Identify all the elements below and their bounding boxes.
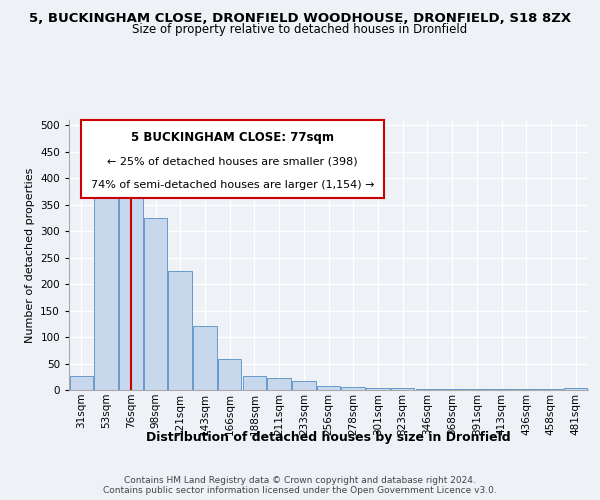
Bar <box>366 388 389 390</box>
Text: 74% of semi-detached houses are larger (1,154) →: 74% of semi-detached houses are larger (… <box>91 180 374 190</box>
Bar <box>391 388 415 390</box>
Text: Size of property relative to detached houses in Dronfield: Size of property relative to detached ho… <box>133 22 467 36</box>
Text: Contains public sector information licensed under the Open Government Licence v3: Contains public sector information licen… <box>103 486 497 495</box>
Bar <box>416 389 439 390</box>
Bar <box>292 381 316 390</box>
Text: 5 BUCKINGHAM CLOSE: 77sqm: 5 BUCKINGHAM CLOSE: 77sqm <box>131 130 334 143</box>
Bar <box>94 194 118 390</box>
Bar <box>268 378 291 390</box>
Bar <box>242 376 266 390</box>
Y-axis label: Number of detached properties: Number of detached properties <box>25 168 35 342</box>
Bar <box>119 186 143 390</box>
Bar <box>70 376 93 390</box>
Text: Contains HM Land Registry data © Crown copyright and database right 2024.: Contains HM Land Registry data © Crown c… <box>124 476 476 485</box>
Text: ← 25% of detached houses are smaller (398): ← 25% of detached houses are smaller (39… <box>107 156 358 166</box>
Text: Distribution of detached houses by size in Dronfield: Distribution of detached houses by size … <box>146 431 511 444</box>
Bar <box>564 388 587 390</box>
Bar <box>169 271 192 390</box>
Bar <box>144 218 167 390</box>
Bar <box>440 389 464 390</box>
Bar <box>218 360 241 390</box>
Bar <box>317 386 340 390</box>
Text: 5, BUCKINGHAM CLOSE, DRONFIELD WOODHOUSE, DRONFIELD, S18 8ZX: 5, BUCKINGHAM CLOSE, DRONFIELD WOODHOUSE… <box>29 12 571 26</box>
Bar <box>193 326 217 390</box>
Bar <box>341 388 365 390</box>
